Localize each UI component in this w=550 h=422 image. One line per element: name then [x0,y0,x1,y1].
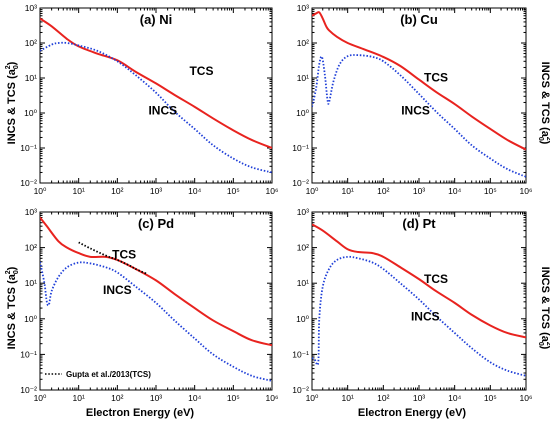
annotation-tcs-d: TCS [424,272,448,286]
x-tick-label-a: 10³ [150,186,162,196]
y-tick-label-c: 10¹ [25,278,37,288]
y-tick-label-d: 10¹ [297,278,309,288]
y-tick-label-c: 10⁰ [24,314,37,324]
y-tick-label-a: 10⁰ [24,108,37,118]
legend-label-c: Gupta et al./2013(TCS) [66,370,151,379]
annotation-tcs-b: TCS [424,70,448,84]
y-axis-title-left-top: INCS & TCS (a02) [5,61,20,144]
y-tick-label-d: 10⁰ [296,314,309,324]
x-tick-label-d: 10³ [413,393,425,403]
series-incs-line-d [312,255,526,377]
annotation-tcs-a: TCS [189,64,213,78]
y-tick-label-a: 10³ [25,3,37,13]
y-axis-title-right-bottom: INCS & TCS (a02) [537,267,550,350]
x-tick-label-c: 10⁶ [266,393,279,403]
panel-c: 10⁰ 10¹ 10² 10³ 10⁴ 10⁵ 10⁶ 10⁻² 10⁻¹ 10⁰ 10¹ 10² 10… [20,207,278,403]
plot-frame-c [39,211,273,391]
y-axis-title-right-top: INCS & TCS (a02) [537,62,550,145]
y-tick-label-b: 10² [297,38,309,48]
x-tick-label-c: 10⁵ [227,393,240,403]
series-incs-line-c [40,261,272,382]
x-tick-label-d: 10² [377,393,389,403]
x-tick-label-b: 10² [377,186,389,196]
panel-b: 10⁰ 10¹ 10² 10³ 10⁴ 10⁵ 10⁶ 10⁻² 10⁻¹ 10⁰ 10¹ 10² 10… [292,3,532,196]
x-tick-label-b: 10⁶ [520,186,533,196]
x-tick-label-d: 10⁶ [520,393,533,403]
series-tcs-line-c [40,216,272,347]
plot-frame-a [39,7,273,184]
y-tick-label-c: 10⁻¹ [20,349,37,359]
panel-title-c: (c) Pd [138,216,174,231]
y-tick-label-b: 10¹ [297,73,309,83]
annotation-incs-c: INCS [103,283,132,297]
x-axis-title-left: Electron Energy (eV) [86,407,195,419]
chart-panels: 10⁰ 10¹ 10² 10³ 10⁴ 10⁵ 10⁶ 10⁻² 10⁻¹ 10⁰ 10¹ 10² 10… [20,3,532,403]
series-incs-line-a [40,41,272,174]
y-tick-label-a: 10⁻² [20,178,37,188]
panel-d: 10⁰ 10¹ 10² 10³ 10⁴ 10⁵ 10⁶ 10⁻² 10⁻¹ 10⁰ 10¹ 10² 10… [292,207,532,403]
annotation-incs-b: INCS [401,104,430,118]
y-tick-label-b: 10⁻¹ [292,143,309,153]
x-tick-label-a: 10⁵ [227,186,240,196]
y-tick-label-a: 10¹ [25,73,37,83]
x-tick-label-c: 10³ [150,393,162,403]
panel-title-a: (a) Ni [140,12,173,27]
y-tick-label-d: 10³ [297,207,309,217]
series-incs-line-b [312,54,526,178]
series-tcs-line-d [312,223,526,339]
panel-a: 10⁰ 10¹ 10² 10³ 10⁴ 10⁵ 10⁶ 10⁻² 10⁻¹ 10⁰ 10¹ 10² 10… [20,3,278,196]
x-tick-label-b: 10³ [413,186,425,196]
x-tick-label-b: 10⁴ [448,186,461,196]
plot-frame-d [311,211,527,391]
annotation-incs-a: INCS [148,104,177,118]
y-tick-label-a: 10⁻¹ [20,143,37,153]
series-tcs-line-b [312,11,526,151]
y-tick-label-d: 10² [297,243,309,253]
x-tick-label-c: 10⁴ [188,393,201,403]
x-tick-label-d: 10¹ [342,393,354,403]
x-tick-label-d: 10⁰ [306,393,319,403]
y-tick-label-b: 10⁻² [292,178,309,188]
y-tick-label-c: 10³ [25,207,37,217]
panel-title-b: (b) Cu [400,12,438,27]
series-gupta-et-al-2013-tcs-line-c [78,241,148,275]
annotation-incs-d: INCS [411,309,440,323]
y-tick-label-c: 10² [25,243,37,253]
y-tick-label-a: 10² [25,38,37,48]
x-tick-label-a: 10⁰ [34,186,47,196]
y-tick-label-d: 10⁻¹ [292,349,309,359]
x-tick-label-b: 10⁰ [306,186,319,196]
x-tick-label-a: 10¹ [73,186,85,196]
x-tick-label-a: 10² [111,186,123,196]
x-tick-label-d: 10⁴ [448,393,461,403]
panel-title-d: (d) Pt [402,216,436,231]
series-tcs-line-a [40,17,272,149]
y-tick-label-d: 10⁻² [292,385,309,395]
y-tick-label-b: 10⁰ [296,108,309,118]
x-tick-label-c: 10¹ [73,393,85,403]
x-tick-label-b: 10⁵ [484,186,497,196]
y-tick-label-b: 10³ [297,3,309,13]
y-tick-label-c: 10⁻² [20,385,37,395]
annotation-tcs-c: TCS [112,247,136,261]
x-tick-label-a: 10⁶ [266,186,279,196]
x-tick-label-c: 10² [111,393,123,403]
plot-frame-b [311,7,527,184]
x-tick-label-c: 10⁰ [34,393,47,403]
x-tick-label-a: 10⁴ [188,186,201,196]
x-tick-label-b: 10¹ [342,186,354,196]
y-axis-title-left-bottom: INCS & TCS (a02) [5,266,20,349]
x-tick-label-d: 10⁵ [484,393,497,403]
x-axis-title-right: Electron Energy (eV) [358,407,467,419]
